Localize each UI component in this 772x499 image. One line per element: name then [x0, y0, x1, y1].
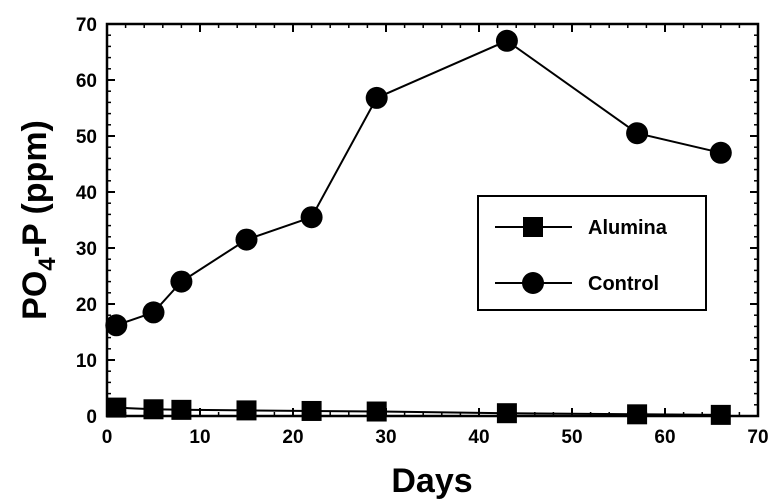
control-point	[105, 314, 128, 337]
legend: Alumina Control	[477, 195, 707, 311]
alumina-point	[143, 399, 164, 420]
series-layer	[105, 29, 732, 425]
legend-alumina-label: Alumina	[588, 217, 668, 239]
control-point	[709, 141, 732, 164]
y-tick-label: 40	[76, 183, 97, 204]
legend-alumina-marker	[523, 217, 543, 237]
control-point	[142, 301, 165, 324]
y-axis-title-main: PO	[16, 271, 54, 320]
y-tick-label: 50	[76, 127, 97, 148]
x-tick-label: 50	[561, 427, 582, 448]
alumina-point	[301, 400, 322, 421]
x-axis-title: Days	[391, 462, 472, 499]
legend-box	[477, 195, 707, 311]
control-point	[495, 29, 518, 52]
x-tick-label: 40	[468, 427, 489, 448]
alumina-point	[627, 404, 648, 425]
y-tick-label: 20	[76, 295, 97, 316]
y-axis-title-subscript: 4	[34, 257, 61, 271]
y-axis-title: PO4-P (ppm)	[16, 120, 61, 320]
y-tick-label: 70	[76, 15, 97, 36]
control-point	[235, 228, 258, 251]
legend-control-marker	[522, 272, 544, 294]
alumina-point	[236, 400, 257, 421]
x-tick-label: 60	[654, 427, 675, 448]
y-tick-label: 30	[76, 239, 97, 260]
x-tick-label: 10	[189, 427, 210, 448]
alumina-point	[106, 397, 127, 418]
plot-frame	[105, 22, 760, 418]
control-point	[626, 122, 649, 145]
legend-control-label: Control	[588, 273, 659, 295]
control-point	[170, 270, 193, 293]
y-tick-label: 10	[76, 351, 97, 372]
y-axis-title-rest: -P (ppm)	[16, 120, 54, 257]
x-tick-label: 30	[375, 427, 396, 448]
x-tick-label: 70	[747, 427, 768, 448]
control-point	[300, 206, 323, 229]
x-tick-label: 0	[102, 427, 113, 448]
control-point	[365, 86, 388, 109]
x-tick-label: 20	[282, 427, 303, 448]
tick-labels: 0 10 20 30 40 50 60 70 0 10 20 30 40 50 60 70	[76, 15, 769, 448]
y-tick-label: 0	[86, 407, 97, 428]
alumina-point	[496, 403, 517, 424]
alumina-point	[366, 401, 387, 422]
y-tick-label: 60	[76, 71, 97, 92]
